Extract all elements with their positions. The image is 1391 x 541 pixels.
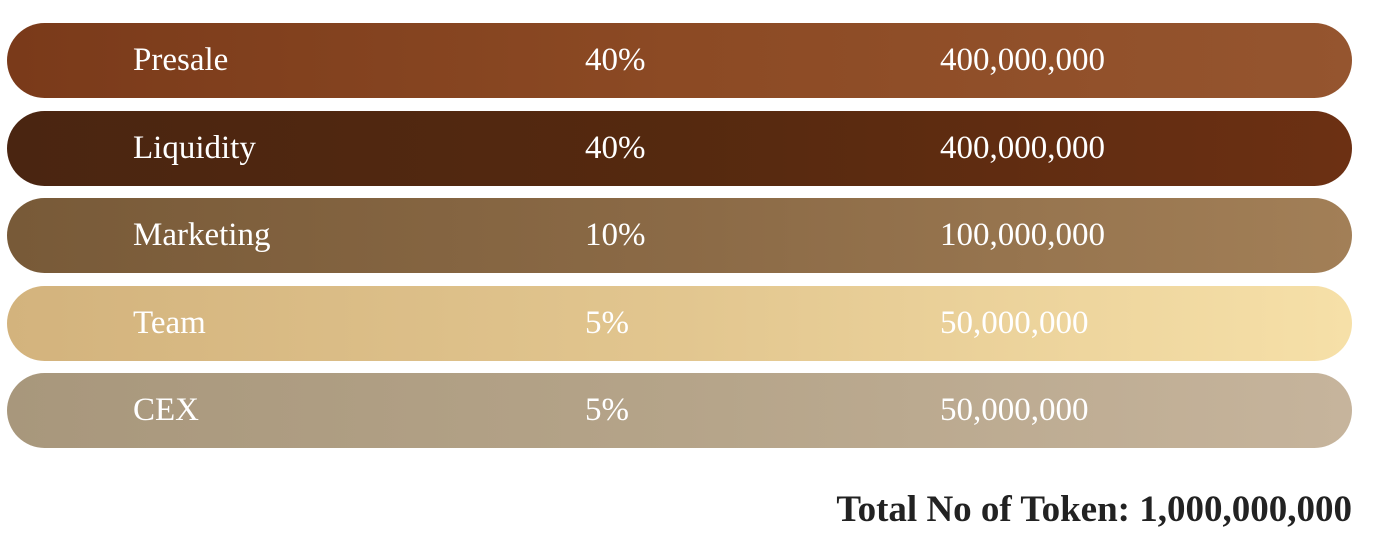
allocation-row: Liquidity 40% 400,000,000 (7, 111, 1352, 186)
allocation-row: Marketing 10% 100,000,000 (7, 198, 1352, 273)
row-share: 10% (585, 216, 646, 253)
row-name: Presale (133, 41, 229, 78)
row-name: Marketing (133, 216, 271, 253)
total-supply: Total No of Token: 1,000,000,000 (836, 489, 1352, 530)
row-amount: 400,000,000 (940, 41, 1105, 78)
row-share: 40% (585, 41, 646, 78)
row-amount: 50,000,000 (940, 391, 1089, 428)
row-share: 5% (585, 391, 629, 428)
row-amount: 50,000,000 (940, 304, 1089, 341)
row-name: Team (133, 304, 206, 341)
row-share: 5% (585, 304, 629, 341)
row-share: 40% (585, 129, 646, 166)
row-amount: 400,000,000 (940, 129, 1105, 166)
allocation-row: CEX 5% 50,000,000 (7, 373, 1352, 448)
allocation-row: Presale 40% 400,000,000 (7, 23, 1352, 98)
row-name: CEX (133, 391, 199, 428)
row-amount: 100,000,000 (940, 216, 1105, 253)
allocation-row: Team 5% 50,000,000 (7, 286, 1352, 361)
row-name: Liquidity (133, 129, 256, 166)
